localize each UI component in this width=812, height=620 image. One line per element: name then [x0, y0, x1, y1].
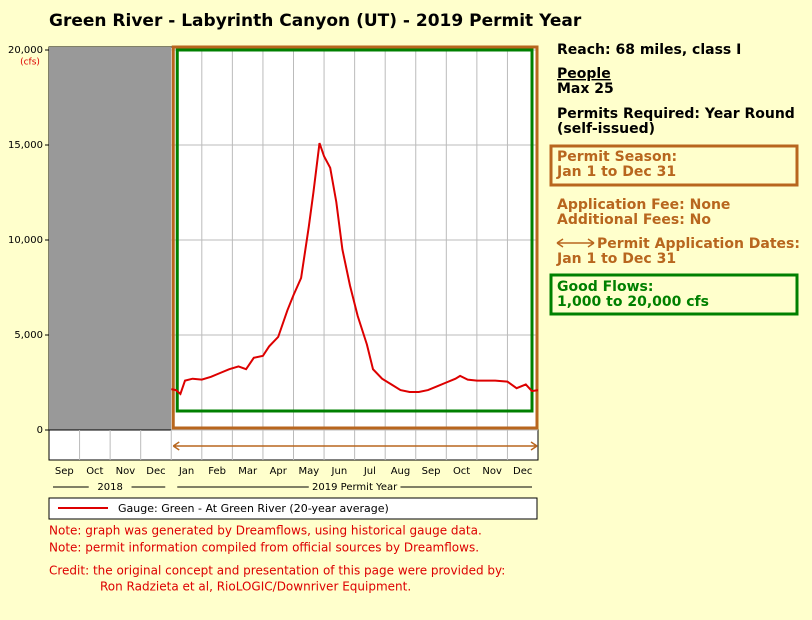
dates: Permit Application Dates: [597, 236, 800, 252]
y-tick-label: 20,000 [8, 45, 43, 56]
dates: Jan 1 to Dec 31 [556, 251, 676, 267]
y-tick-label: 0 [37, 425, 43, 436]
note: Note: permit information compiled from o… [49, 541, 479, 555]
y-tick-label: 10,000 [8, 235, 43, 246]
year-label: 2019 Permit Year [312, 482, 398, 493]
fee: Application Fee: None [557, 197, 730, 213]
dates-arrow [556, 238, 595, 248]
season-arrow [172, 441, 538, 451]
x-tick-label: Dec [513, 466, 532, 477]
flows: 1,000 to 20,000 cfs [557, 294, 709, 310]
y-tick-label: 15,000 [8, 140, 43, 151]
x-tick-label: Nov [482, 466, 502, 477]
x-tick-label: Jan [178, 466, 194, 477]
x-tick-label: Mar [238, 466, 258, 477]
x-tick-label: Nov [116, 466, 136, 477]
x-tick-label: Dec [146, 466, 165, 477]
x-tick-label: Apr [270, 466, 288, 477]
flows-box [549, 273, 799, 316]
flow-line [171, 142, 539, 396]
chart-title: Green River - Labyrinth Canyon (UT) - 20… [49, 11, 582, 31]
good-flows [175, 48, 534, 413]
x-tick-label: May [298, 466, 319, 477]
season: Permit Season: [557, 149, 677, 165]
season: Jan 1 to Dec 31 [556, 164, 676, 180]
legend-label: Gauge: Green - At Green River (20-year a… [118, 502, 389, 515]
people: Max 25 [557, 81, 614, 97]
reach: Reach: 68 miles, class I [557, 42, 741, 58]
prior-year [49, 47, 172, 430]
legend [48, 497, 538, 520]
x-tick-label: Aug [391, 466, 411, 477]
y-tick-label: 5,000 [14, 330, 43, 341]
year-label: 2018 [97, 482, 122, 493]
season-outline [171, 45, 539, 430]
note: Note: graph was generated by Dreamflows,… [49, 524, 482, 538]
season-box [549, 144, 799, 187]
permits: (self-issued) [557, 121, 655, 137]
x-tick-label: Jul [363, 466, 376, 477]
x-tick-label: Jun [331, 466, 348, 477]
x-tick-label: Sep [422, 466, 441, 477]
x-tick-label: Oct [86, 466, 103, 477]
x-tick-label: Sep [55, 466, 74, 477]
x-tick-label: Oct [453, 466, 470, 477]
permits: Permits Required: Year Round [557, 106, 795, 122]
people-heading: People [557, 66, 611, 82]
fee: Additional Fees: No [557, 212, 711, 228]
x-tick-label: Feb [208, 466, 226, 477]
y-unit: (cfs) [20, 58, 40, 68]
flows: Good Flows: [557, 279, 653, 295]
credit: Ron Radzieta et al, RioLOGIC/Downriver E… [100, 580, 411, 594]
credit: Credit: the original concept and present… [49, 564, 505, 578]
